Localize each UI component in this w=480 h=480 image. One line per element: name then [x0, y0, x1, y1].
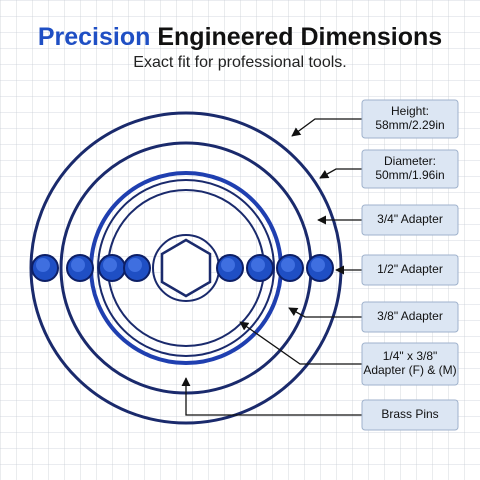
label-box — [361, 342, 459, 386]
label-text: 58mm/2.29in — [375, 118, 444, 132]
hex-socket — [160, 238, 212, 298]
pin-highlight — [251, 258, 265, 272]
label-text: 1/2" Adapter — [377, 262, 443, 276]
pin-highlight — [36, 258, 50, 272]
label-text: 3/4" Adapter — [377, 212, 443, 226]
title: Precision Engineered Dimensions — [38, 23, 442, 51]
label-box — [361, 99, 459, 139]
pin-highlight — [221, 258, 235, 272]
label-text: Height: — [391, 104, 429, 118]
label-box — [361, 254, 459, 286]
labels: Height:58mm/2.29in Diameter:50mm/1.96in 3/… — [181, 99, 459, 431]
pin-highlight — [281, 258, 295, 272]
label-text: 50mm/1.96in — [375, 168, 444, 182]
leader-arrow — [181, 377, 362, 416]
label-box — [361, 301, 459, 333]
label-box — [361, 149, 459, 189]
label-text: 3/8" Adapter — [377, 309, 443, 323]
title-rest: Engineered Dimensions — [157, 23, 442, 51]
label-text: Adapter (F) & (M) — [363, 363, 456, 377]
pin-highlight — [311, 258, 325, 272]
label-text: Diameter: — [384, 154, 436, 168]
label-text: 1/4" x 3/8" — [383, 349, 438, 363]
label-text: Brass Pins — [381, 407, 438, 421]
label-box — [361, 204, 459, 236]
title-accent: Precision — [38, 23, 151, 51]
pin-highlight — [128, 258, 142, 272]
label-box — [361, 399, 459, 431]
pin-highlight — [103, 258, 117, 272]
leader-arrow — [291, 118, 362, 137]
leader-arrow — [239, 321, 362, 365]
leader-arrow — [288, 307, 362, 318]
pins — [31, 254, 334, 282]
pin-highlight — [71, 258, 85, 272]
leader-arrow — [319, 168, 362, 179]
subtitle: Exact fit for professional tools. — [133, 54, 346, 71]
